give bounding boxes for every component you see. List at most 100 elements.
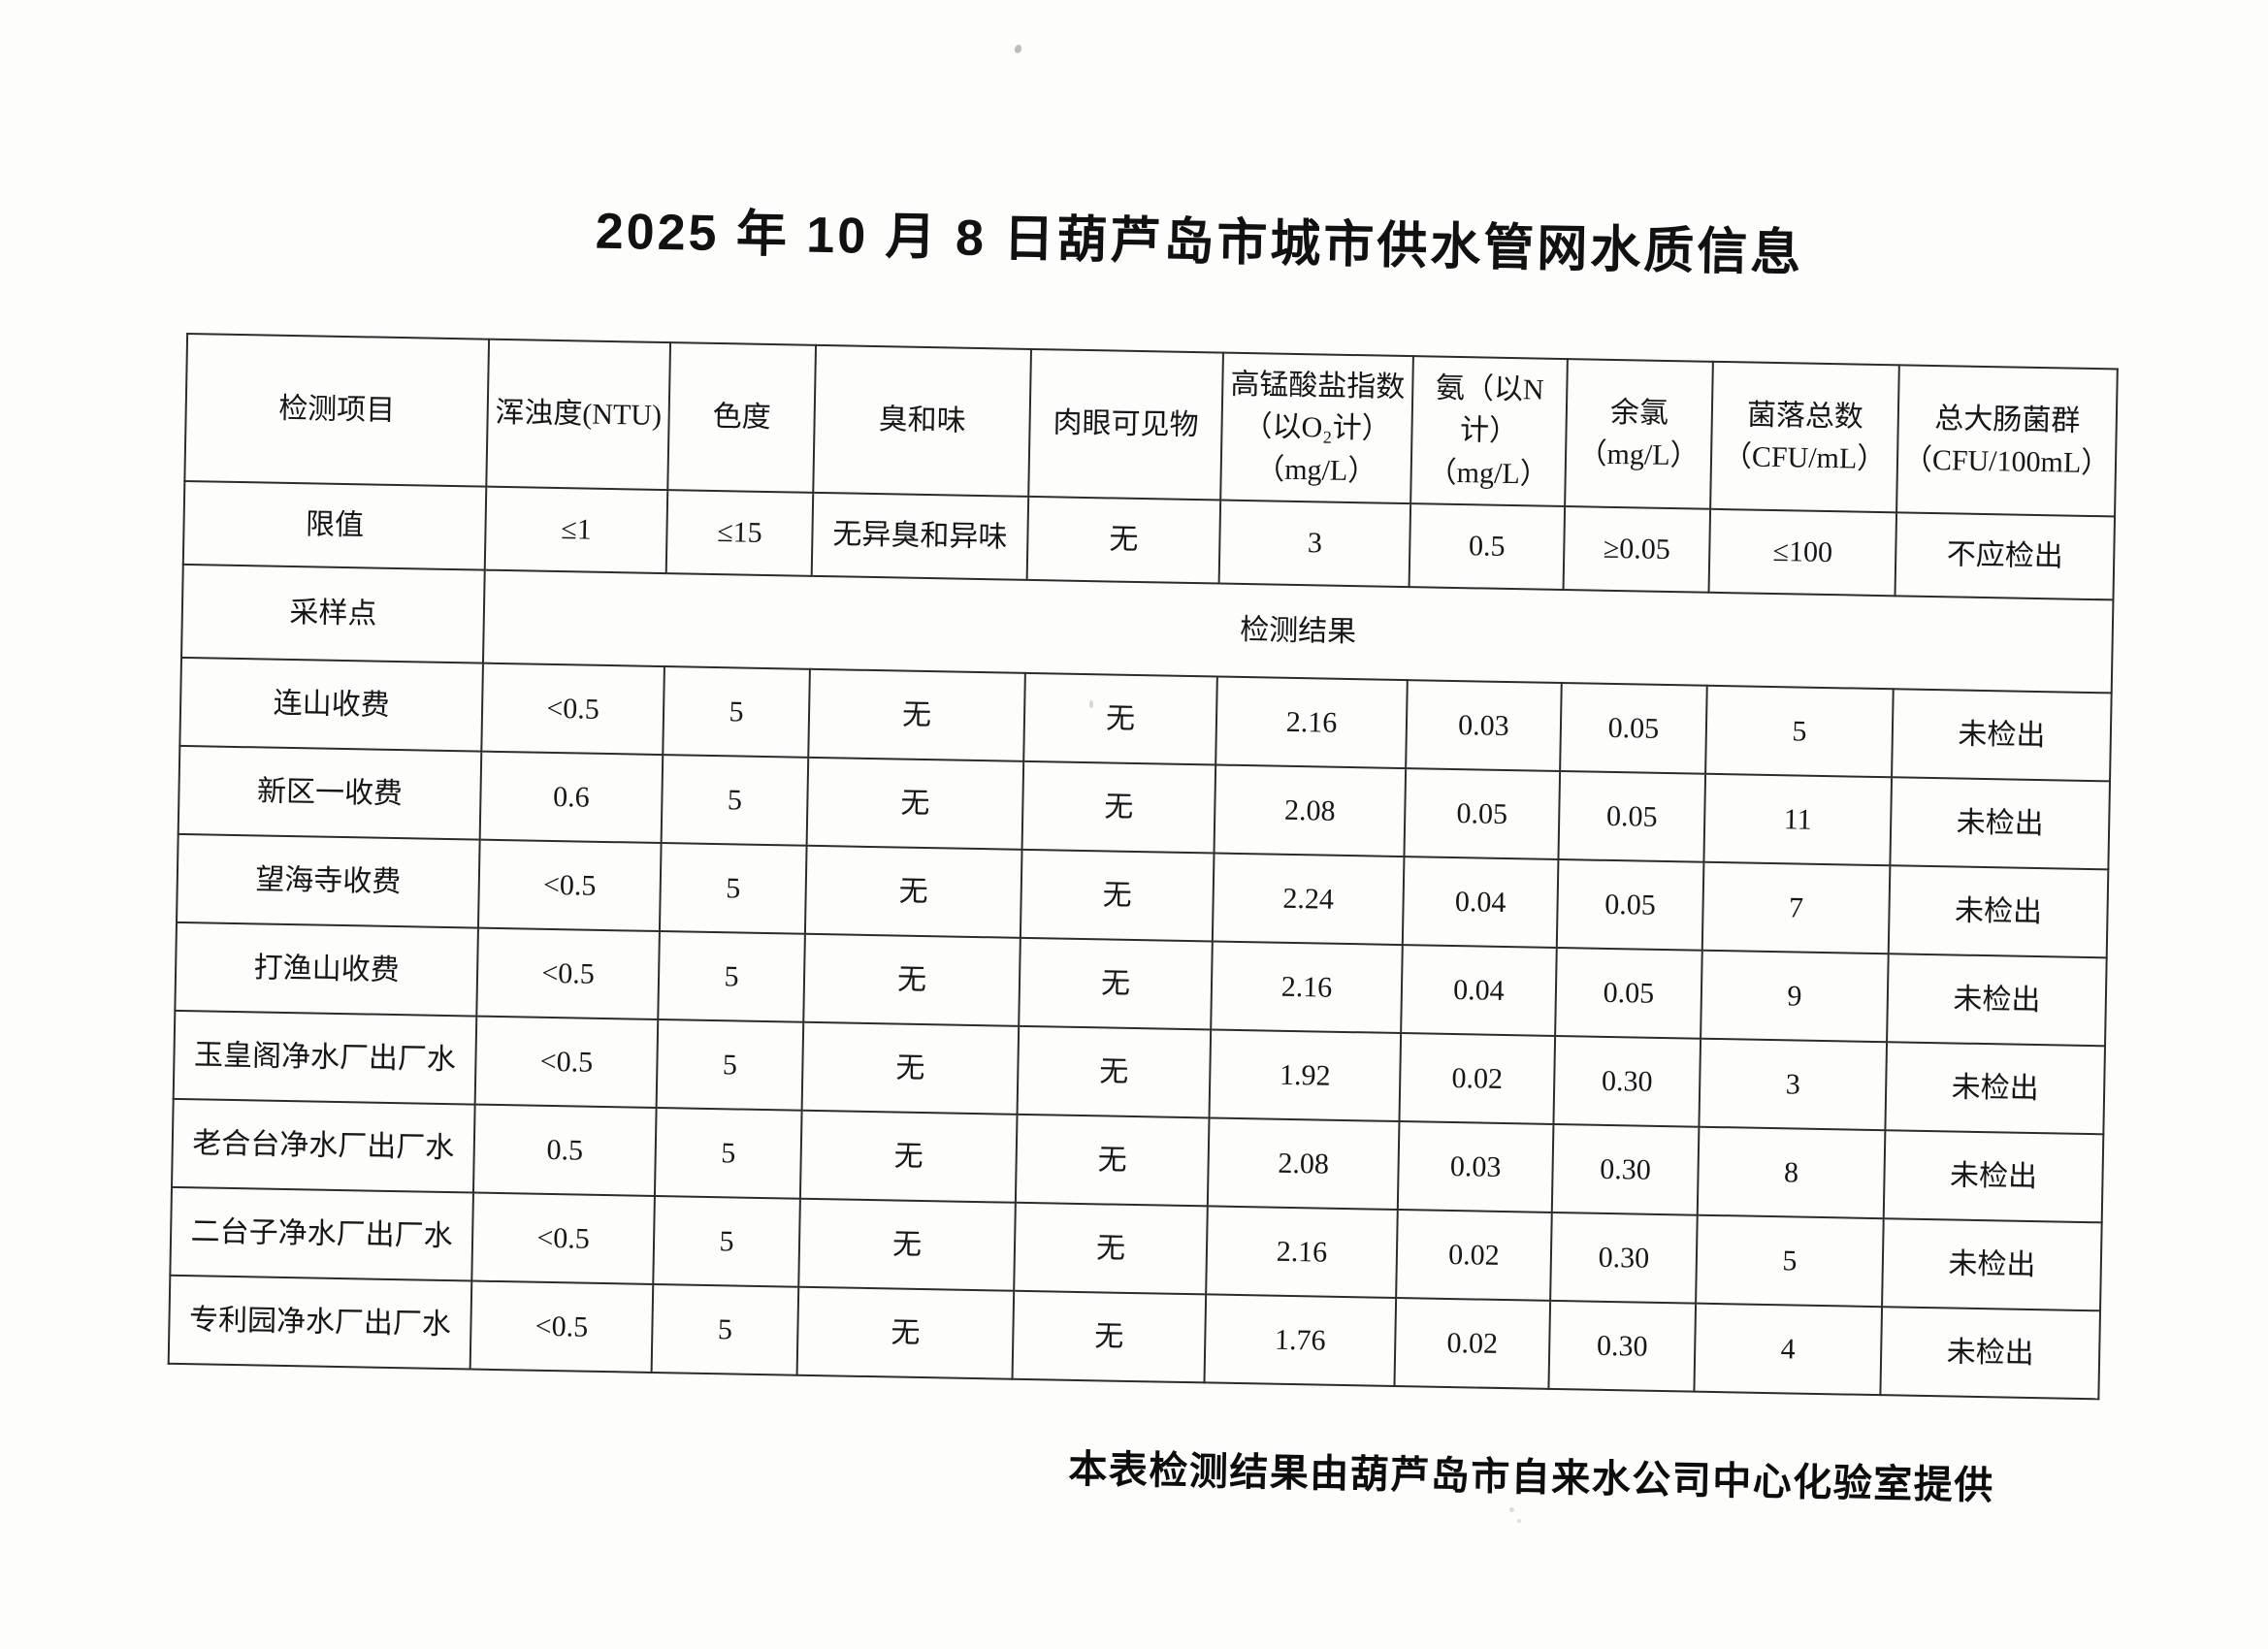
sample-point-cell: 望海寺收费 xyxy=(177,833,480,928)
result-cell: 无 xyxy=(1012,1290,1207,1383)
result-cell: 7 xyxy=(1701,861,1891,954)
result-cell: 0.05 xyxy=(1404,768,1561,859)
limit-cell: ≥0.05 xyxy=(1563,506,1711,593)
result-cell: 0.05 xyxy=(1560,683,1707,774)
result-cell: 0.02 xyxy=(1396,1210,1552,1301)
result-cell: 无 xyxy=(1017,1025,1212,1118)
column-header: 臭和味 xyxy=(813,344,1031,497)
scan-speck xyxy=(1517,1519,1521,1523)
result-cell: <0.5 xyxy=(476,927,660,1020)
column-header: 检测项目 xyxy=(184,333,490,487)
result-cell: 无 xyxy=(796,1286,1015,1379)
result-cell: 0.30 xyxy=(1551,1123,1700,1215)
result-cell: 5 xyxy=(663,666,810,758)
sample-point-cell: 连山收费 xyxy=(179,657,483,752)
footer-note: 本表检测结果由葫芦岛市自来水公司中心化验室提供 xyxy=(1067,1447,1995,1508)
result-cell: 未检出 xyxy=(1885,1042,2106,1135)
result-cell: 1.76 xyxy=(1204,1294,1397,1386)
result-cell: 8 xyxy=(1697,1126,1886,1219)
result-cell: <0.5 xyxy=(474,1016,659,1108)
result-cell: 0.30 xyxy=(1548,1300,1697,1392)
result-cell: 0.04 xyxy=(1402,857,1559,948)
sample-point-cell: 打渔山收费 xyxy=(175,922,478,1017)
result-cell: 无 xyxy=(1020,849,1215,942)
result-cell: 0.03 xyxy=(1406,680,1562,771)
column-header: 菌落总数 （CFU/mL） xyxy=(1710,361,1899,513)
column-header: 色度 xyxy=(667,342,817,493)
result-cell: 无 xyxy=(798,1198,1016,1291)
column-header: 浑浊度(NTU) xyxy=(486,339,671,491)
limit-cell: 无异臭和异味 xyxy=(811,492,1029,580)
result-cell: 2.16 xyxy=(1206,1206,1398,1298)
sample-point-cell: 专利园净水厂出厂水 xyxy=(168,1275,472,1370)
result-cell: 1.92 xyxy=(1209,1029,1402,1122)
result-cell: 无 xyxy=(1021,760,1216,854)
water-quality-table: 检测项目 浑浊度(NTU) 色度 臭和味 肉眼可见物 高锰酸盐指数 （以O₂计）… xyxy=(168,333,2119,1400)
result-cell: 无 xyxy=(799,1110,1018,1203)
limit-cell: ≤15 xyxy=(665,490,814,576)
result-cell: 无 xyxy=(801,1021,1020,1115)
result-cell: 2.08 xyxy=(1207,1117,1400,1211)
result-cell: 2.16 xyxy=(1211,941,1403,1034)
result-cell: 未检出 xyxy=(1880,1307,2101,1400)
result-cell: 未检出 xyxy=(1888,865,2109,958)
result-cell: 11 xyxy=(1703,773,1893,866)
result-cell: 3 xyxy=(1699,1038,1888,1131)
result-cell: 5 xyxy=(653,1195,800,1287)
result-cell: 无 xyxy=(1019,937,1213,1030)
scan-speck xyxy=(1013,44,1023,54)
result-cell: 0.05 xyxy=(1555,947,1702,1039)
result-cell: 未检出 xyxy=(1887,954,2107,1047)
result-cell: 5 xyxy=(1696,1214,1884,1308)
sample-point-cell: 玉皇阁净水厂出厂水 xyxy=(173,1010,477,1105)
limit-cell: ≤100 xyxy=(1708,508,1897,597)
result-cell: 2.24 xyxy=(1212,853,1405,946)
limit-cell: 无 xyxy=(1026,496,1221,584)
column-header: 总大肠菌群 （CFU/100mL） xyxy=(1896,365,2118,517)
result-cell: <0.5 xyxy=(477,839,662,932)
result-cell: 0.30 xyxy=(1553,1035,1701,1127)
column-header: 余氯 （mg/L） xyxy=(1565,359,1713,509)
result-cell: 未检出 xyxy=(1890,777,2111,870)
page-title: 2025 年 10 月 8 日葫芦岛市城市供水管网水质信息 xyxy=(595,203,1804,282)
result-cell: 5 xyxy=(659,843,807,934)
results-body: 连山收费 <0.5 5 无无 2.16 0.03 0.05 5 未检出 新区一收费 0.6 5 无无 2.… xyxy=(168,657,2112,1400)
sample-point-cell: 老合台净水厂出厂水 xyxy=(172,1098,475,1193)
limit-cell: 3 xyxy=(1218,500,1411,588)
column-header: 高锰酸盐指数 （以O₂计） （mg/L） xyxy=(1220,352,1413,504)
scanned-page: 2025 年 10 月 8 日葫芦岛市城市供水管网水质信息 检测项目 浑浊度(N… xyxy=(166,182,2120,1512)
result-cell: 0.30 xyxy=(1550,1212,1698,1304)
result-cell: 0.02 xyxy=(1394,1297,1551,1389)
result-cell: <0.5 xyxy=(470,1280,654,1373)
result-cell: <0.5 xyxy=(471,1192,655,1284)
sample-point-cell: 二台子净水厂出厂水 xyxy=(170,1186,473,1281)
result-cell: 5 xyxy=(654,1107,802,1199)
result-cell: 0.03 xyxy=(1397,1121,1554,1212)
result-cell: 未检出 xyxy=(1892,689,2112,782)
column-header: 氨（以N计） （mg/L） xyxy=(1410,356,1568,507)
scan-speck xyxy=(1509,1507,1514,1512)
result-cell: 无 xyxy=(1015,1114,1210,1207)
result-cell: 5 xyxy=(658,931,805,1022)
result-cell: 5 xyxy=(661,755,809,846)
result-cell: 无 xyxy=(806,757,1024,850)
limit-row-label: 限值 xyxy=(182,480,487,570)
result-cell: 0.6 xyxy=(479,751,664,844)
scan-speck xyxy=(1089,700,1093,708)
sampling-point-header: 采样点 xyxy=(181,564,485,663)
limit-cell: 0.5 xyxy=(1409,503,1566,591)
result-cell: 0.5 xyxy=(472,1104,657,1196)
result-cell: 未检出 xyxy=(1882,1218,2102,1311)
result-cell: 5 xyxy=(1705,685,1894,778)
result-cell: 5 xyxy=(651,1283,799,1375)
result-cell: 0.05 xyxy=(1556,858,1704,951)
limit-cell: 不应检出 xyxy=(1895,512,2116,600)
result-cell: 无 xyxy=(1014,1202,1208,1295)
result-cell: 无 xyxy=(803,933,1021,1026)
result-cell: 2.16 xyxy=(1215,676,1408,769)
result-cell: 0.02 xyxy=(1399,1033,1556,1124)
limit-cell: ≤1 xyxy=(484,486,668,574)
result-cell: 4 xyxy=(1694,1303,1883,1396)
result-cell: 5 xyxy=(656,1019,804,1111)
result-cell: 0.04 xyxy=(1401,945,1557,1036)
